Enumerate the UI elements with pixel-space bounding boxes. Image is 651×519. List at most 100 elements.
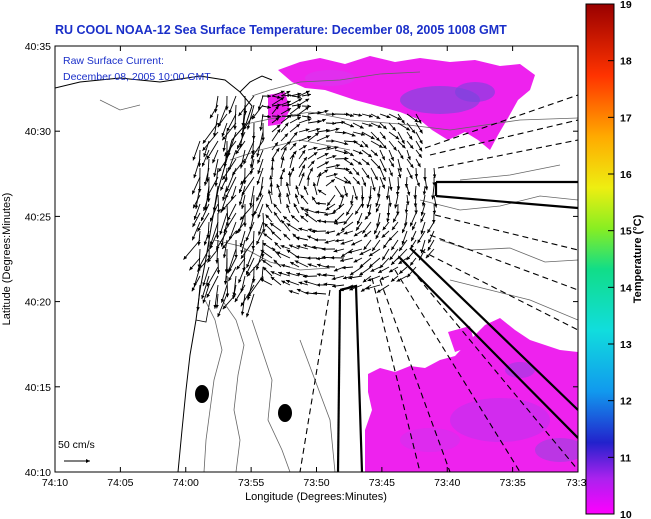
- current-vector: [228, 266, 237, 282]
- current-vector: [340, 221, 354, 232]
- current-vector: [215, 212, 220, 239]
- current-vector: [360, 185, 365, 201]
- current-vector: [348, 248, 363, 254]
- current-vector: [406, 131, 413, 141]
- current-vector: [206, 176, 219, 198]
- current-vector: [379, 176, 386, 189]
- current-vector: [409, 212, 417, 227]
- current-vector: [298, 118, 312, 124]
- chart-title: RU COOL NOAA-12 Sea Surface Temperature:…: [55, 23, 507, 37]
- current-vector: [216, 194, 221, 214]
- current-vector: [406, 140, 414, 150]
- current-vector: [253, 194, 264, 216]
- current-vector: [280, 122, 289, 133]
- current-vector: [246, 257, 264, 277]
- current-vector: [238, 95, 255, 117]
- current-vector: [221, 194, 237, 211]
- current-vector: [192, 194, 201, 209]
- current-vector: [273, 211, 282, 223]
- current-vector: [262, 212, 266, 233]
- current-vector: [388, 140, 398, 151]
- current-vector: [365, 284, 381, 290]
- current-vector: [204, 185, 210, 211]
- current-vector: [379, 140, 387, 150]
- y-tick-label: 40:35: [25, 41, 51, 53]
- current-vector: [240, 239, 255, 260]
- current-vector: [240, 167, 255, 185]
- current-vector: [364, 212, 372, 220]
- current-vector: [304, 212, 318, 223]
- colorbar-label: Temperature (°C): [632, 214, 644, 303]
- radar-transect-lines: [299, 94, 578, 472]
- current-vector: [406, 185, 411, 196]
- inset-line-1: Raw Surface Current:: [63, 55, 164, 67]
- current-vector: [258, 176, 264, 198]
- current-vector: [352, 158, 363, 166]
- scale-label: 50 cm/s: [58, 439, 95, 451]
- current-vector: [243, 140, 255, 165]
- current-vector: [367, 203, 372, 216]
- current-vector: [367, 275, 381, 282]
- current-vector: [273, 203, 282, 214]
- current-vector: [334, 140, 349, 146]
- current-vector: [223, 212, 237, 234]
- current-vector: [325, 178, 336, 187]
- current-vector: [306, 175, 311, 187]
- current-vector: [414, 167, 419, 178]
- current-vector: [235, 140, 246, 155]
- current-vector: [398, 266, 408, 275]
- current-vector: [217, 293, 228, 318]
- current-vector: [271, 114, 282, 119]
- colorbar-tick-label: 11: [620, 452, 631, 464]
- current-vector: [246, 248, 255, 269]
- current-vector: [406, 248, 417, 261]
- colorbar-tick-label: 16: [620, 169, 632, 181]
- current-vector: [355, 221, 363, 231]
- current-vector: [295, 255, 309, 259]
- current-vector: [432, 203, 437, 215]
- current-vector: [307, 132, 320, 142]
- current-vector: [280, 133, 289, 142]
- current-vector: [312, 182, 318, 196]
- current-vector: [235, 221, 246, 235]
- current-vector: [348, 275, 363, 280]
- current-vector: [289, 105, 302, 115]
- current-vector: [303, 280, 318, 286]
- current-vector: [298, 135, 312, 142]
- current-vector: [363, 239, 372, 251]
- current-vector: [390, 257, 399, 266]
- current-vector: [202, 122, 219, 144]
- current-vector: [295, 185, 300, 196]
- current-vector: [214, 167, 219, 187]
- current-vector: [397, 167, 402, 179]
- current-vector: [361, 176, 367, 187]
- current-vector: [307, 119, 322, 124]
- current-vector: [343, 230, 354, 235]
- current-vector: [352, 122, 364, 129]
- current-vector: [238, 266, 246, 284]
- current-vector: [396, 275, 408, 282]
- current-vector: [280, 107, 292, 115]
- colorbar-tick-label: 10: [620, 509, 632, 519]
- current-vector: [278, 193, 282, 205]
- current-vector: [370, 122, 382, 129]
- current-vector: [415, 149, 423, 158]
- current-vector: [398, 239, 408, 252]
- current-vector: [334, 185, 344, 199]
- current-vector: [427, 239, 435, 251]
- current-vector: [389, 248, 399, 261]
- current-vector: [339, 284, 354, 292]
- current-vector: [260, 266, 264, 282]
- current-vector: [410, 239, 417, 249]
- current-vector: [334, 156, 349, 161]
- current-vector: [239, 230, 246, 248]
- current-vector: [415, 158, 421, 168]
- current-vector: [298, 144, 307, 151]
- current-vector: [360, 194, 365, 208]
- current-vector: [197, 212, 210, 232]
- y-tick-label: 40:25: [25, 211, 51, 223]
- coastline: [55, 75, 253, 472]
- current-vector: [406, 158, 414, 169]
- current-vector: [307, 146, 318, 151]
- current-vector: [395, 185, 400, 196]
